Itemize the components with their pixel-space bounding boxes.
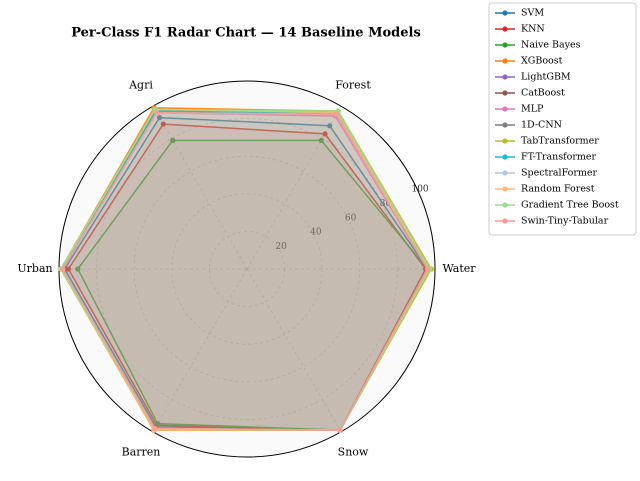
legend-label: CatBoost [521, 88, 565, 99]
r-tick-label: 100 [411, 184, 428, 194]
r-tick-label: 40 [310, 228, 322, 238]
legend-marker [502, 170, 508, 176]
legend-marker [502, 90, 508, 96]
grid-circle [171, 193, 323, 345]
r-tick-label: 60 [345, 213, 357, 223]
legend-label: Swin-Tiny-Tabular [521, 216, 609, 227]
legend-label: Gradient Tree Boost [521, 200, 619, 211]
series-marker [155, 421, 161, 427]
legend-marker [502, 74, 508, 80]
series-marker [60, 266, 66, 272]
series-marker [333, 111, 339, 117]
legend-box [488, 2, 637, 236]
axis-label: Snow [338, 446, 369, 459]
legend-marker [502, 218, 508, 224]
series-marker [160, 121, 166, 127]
series-marker [75, 266, 81, 272]
legend: SVM KNN Naive Bayes XGBoost LightGBM CatBoost… [488, 2, 637, 236]
r-tick-label: 80 [380, 199, 392, 209]
spoke [152, 105, 248, 270]
grid-circle [133, 155, 361, 383]
spoke [246, 268, 342, 433]
legend-marker [502, 106, 508, 112]
series-marker [156, 114, 163, 121]
legend-label: Naive Bayes [521, 40, 581, 51]
spoke [152, 268, 248, 433]
legend-marker [502, 10, 508, 16]
legend-label: SpectralFormer [521, 168, 598, 179]
series-marker [152, 425, 158, 432]
legend-label: 1D-CNN [521, 120, 562, 131]
axis-label: Barren [122, 446, 161, 459]
legend-label: FT-Transformer [521, 152, 597, 163]
legend-marker [502, 58, 508, 64]
chart-title: Per-Class F1 Radar Chart — 14 Baseline M… [71, 26, 421, 41]
legend-label: LightGBM [521, 72, 571, 83]
legend-label: KNN [521, 24, 545, 35]
legend-label: XGBoost [521, 56, 563, 67]
legend-label: SVM [521, 8, 544, 19]
legend-marker [502, 202, 508, 208]
axis-label: Water [442, 262, 476, 275]
series-marker [170, 137, 176, 143]
legend-marker [502, 186, 508, 192]
legend-marker [502, 154, 508, 160]
series-marker [327, 123, 333, 129]
legend-marker [502, 42, 508, 48]
legend-marker [502, 122, 508, 128]
axis-label: Forest [335, 78, 371, 91]
series-marker [337, 427, 343, 433]
series-marker [154, 110, 160, 116]
series-marker [65, 266, 71, 272]
series-marker [318, 137, 324, 143]
series-marker [424, 266, 431, 272]
axis-label: Agri [128, 78, 153, 91]
plot-area: 20 40 60 80 100 Water Forest Agri Urban Barren Sno… [17, 78, 476, 458]
legend-label: MLP [521, 104, 544, 115]
series-marker [322, 131, 328, 137]
axis-label: Urban [17, 262, 52, 275]
legend-label: Random Forest [521, 184, 595, 195]
legend-marker [502, 138, 508, 144]
legend-label: TabTransformer [521, 136, 599, 147]
r-tick-label: 20 [275, 242, 287, 252]
legend-marker [502, 26, 508, 32]
